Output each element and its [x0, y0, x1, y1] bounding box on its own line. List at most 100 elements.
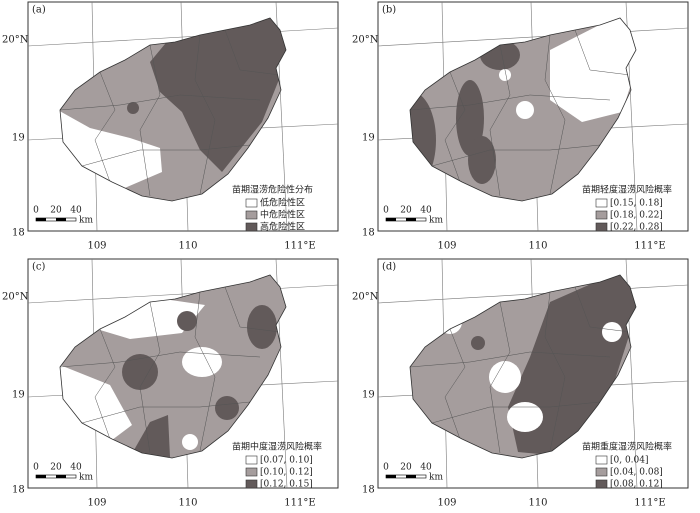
graticule	[27, 27, 339, 47]
legend-label: [0.07, 0.10]	[260, 456, 313, 466]
longitude-label: 111°E	[284, 498, 315, 509]
legend-swatch	[245, 467, 258, 477]
boundary	[224, 29, 281, 76]
legend-label: [0.08, 0.12]	[610, 480, 663, 490]
legend-swatch	[595, 198, 608, 208]
risk-zone	[499, 69, 511, 81]
scale-bar	[36, 475, 46, 478]
latitude-label: 19	[362, 390, 375, 401]
legend-title: 苗期重度湿涝风险概率	[582, 441, 672, 453]
map-frame	[377, 258, 689, 489]
map-frame	[27, 1, 339, 232]
legend-swatch	[595, 467, 608, 477]
latitude-label: 20°N	[2, 292, 29, 303]
latitude-label: 19	[12, 390, 25, 401]
risk-zone	[550, 18, 636, 122]
latitude-label: 18	[12, 228, 25, 239]
risk-zone	[438, 310, 462, 334]
risk-zone	[471, 336, 485, 350]
risk-zone	[90, 297, 205, 339]
scale-label: 20	[400, 206, 412, 216]
scale-label: 0	[383, 206, 389, 216]
longitude-label: 109	[87, 498, 106, 509]
legend-swatch	[245, 455, 258, 465]
boundary	[81, 144, 251, 167]
scale-label: km	[429, 473, 443, 483]
boundary	[94, 328, 116, 440]
map-frame	[377, 1, 689, 232]
boundary	[444, 71, 466, 183]
legend-label: [0.04, 0.08]	[610, 468, 663, 478]
risk-zone	[182, 434, 198, 450]
boundary	[544, 34, 566, 195]
county-lines	[410, 286, 631, 454]
risk-zone	[127, 102, 139, 114]
legend-label: 低危险性区	[260, 197, 305, 209]
legend-swatch	[245, 198, 258, 208]
boundary	[574, 286, 631, 333]
latitude-label: 18	[12, 485, 25, 496]
scale-label: 40	[70, 206, 82, 216]
risk-zone	[150, 18, 286, 172]
boundary	[444, 328, 466, 440]
scale-label: 0	[383, 463, 389, 473]
panel-label: (d)	[382, 262, 396, 273]
boundary	[574, 29, 631, 76]
legend-swatch	[245, 479, 258, 489]
risk-zone	[468, 136, 496, 184]
risk-zone	[480, 40, 520, 70]
scale-label: km	[429, 216, 443, 226]
panel-label: (c)	[32, 262, 46, 273]
risk-zone	[508, 275, 636, 455]
legend-label: [0.18, 0.22]	[610, 211, 663, 221]
latitude-label: 19	[12, 133, 25, 144]
boundary	[431, 401, 601, 424]
risk-zone	[410, 92, 436, 188]
legend-swatch	[595, 455, 608, 465]
scale-label: 40	[420, 463, 432, 473]
boundary	[224, 286, 281, 333]
boundary	[94, 71, 116, 183]
scale-label: km	[79, 473, 93, 483]
risk-zone	[122, 354, 158, 390]
legend-label: [0.12, 0.15]	[260, 480, 313, 490]
boundary	[139, 301, 161, 454]
boundary	[194, 291, 216, 452]
zones	[60, 297, 277, 457]
risk-zone	[516, 101, 534, 119]
boundary	[489, 301, 511, 454]
scale-label: 20	[50, 206, 62, 216]
legend-title: 苗期湿涝危险性分布	[232, 184, 313, 196]
risk-zone	[602, 322, 622, 342]
legend-swatch	[595, 210, 608, 220]
longitude-label: 111°E	[284, 241, 315, 252]
legend-swatch	[595, 479, 608, 489]
coastline	[409, 17, 637, 202]
longitude-label: 111°E	[634, 241, 665, 252]
scale-label: 0	[33, 463, 39, 473]
latitude-label: 19	[362, 133, 375, 144]
risk-zone	[130, 415, 170, 457]
graticule	[377, 27, 689, 47]
coastline	[59, 17, 287, 202]
scale-label: 40	[70, 463, 82, 473]
risk-zone	[60, 357, 132, 449]
boundary	[544, 291, 566, 452]
boundary	[410, 94, 611, 111]
legend-title: 苗期轻度湿涝风险概率	[582, 184, 672, 196]
scale-bar	[406, 475, 416, 478]
scale-label: km	[79, 216, 93, 226]
latitude-label: 18	[362, 228, 375, 239]
latitude-label: 20°N	[352, 35, 379, 46]
boundary	[60, 94, 261, 111]
legend-label: [0.15, 0.18]	[610, 199, 663, 209]
legend-label: [0.22, 0.28]	[610, 223, 663, 233]
scale-bar	[386, 475, 396, 478]
graticule	[377, 284, 689, 304]
longitude-label: 109	[87, 241, 106, 252]
latitude-label: 18	[362, 485, 375, 496]
panel-label: (b)	[382, 5, 396, 16]
scale-bar	[36, 218, 46, 221]
